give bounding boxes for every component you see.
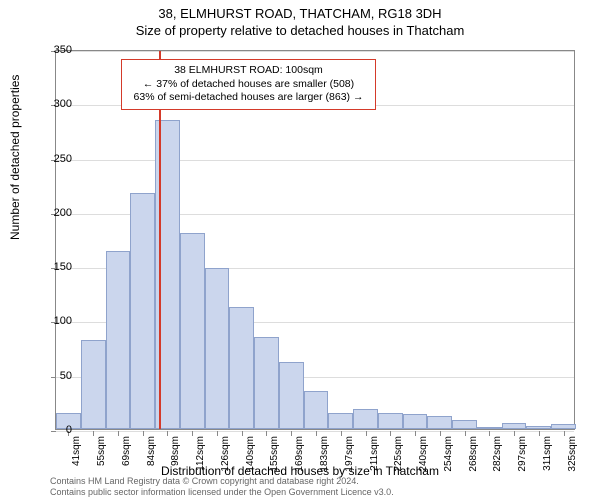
- ytick-label: 250: [42, 153, 72, 165]
- ytick-label: 300: [42, 98, 72, 110]
- grid-line: [56, 160, 574, 161]
- xtick-label: 225sqm: [393, 436, 404, 472]
- xtick-mark: [316, 431, 317, 436]
- xtick-label: 155sqm: [269, 436, 280, 472]
- xtick-label: 55sqm: [96, 436, 107, 466]
- plot-region: 38 ELMHURST ROAD: 100sqm← 37% of detache…: [55, 50, 575, 430]
- histogram-bar: [328, 413, 353, 429]
- histogram-bar: [378, 413, 403, 429]
- footer-line1: Contains HM Land Registry data © Crown c…: [50, 476, 394, 487]
- xtick-label: 282sqm: [492, 436, 503, 472]
- footer-attribution: Contains HM Land Registry data © Crown c…: [50, 476, 394, 498]
- xtick-label: 211sqm: [369, 436, 380, 471]
- xtick-label: 183sqm: [319, 436, 330, 472]
- histogram-bar: [106, 251, 131, 429]
- annotation-line: 63% of semi-detached houses are larger (…: [130, 91, 367, 105]
- grid-line: [56, 431, 574, 432]
- xtick-label: 112sqm: [195, 436, 206, 471]
- xtick-label: 140sqm: [245, 436, 256, 472]
- histogram-bar: [81, 340, 106, 429]
- xtick-label: 197sqm: [344, 436, 355, 472]
- xtick-mark: [291, 431, 292, 436]
- xtick-label: 254sqm: [443, 436, 454, 472]
- annotation-line: 38 ELMHURST ROAD: 100sqm: [130, 64, 367, 78]
- xtick-mark: [118, 431, 119, 436]
- xtick-label: 126sqm: [220, 436, 231, 472]
- xtick-mark: [366, 431, 367, 436]
- xtick-mark: [489, 431, 490, 436]
- xtick-label: 84sqm: [146, 436, 157, 466]
- histogram-bar: [254, 337, 279, 429]
- xtick-mark: [266, 431, 267, 436]
- xtick-mark: [192, 431, 193, 436]
- annotation-line: ← 37% of detached houses are smaller (50…: [130, 78, 367, 92]
- histogram-bar: [304, 391, 329, 429]
- xtick-label: 268sqm: [468, 436, 479, 472]
- histogram-bar: [477, 427, 502, 429]
- histogram-bar: [180, 233, 205, 430]
- xtick-mark: [167, 431, 168, 436]
- ytick-label: 350: [42, 44, 72, 56]
- y-axis-label: Number of detached properties: [8, 75, 22, 240]
- histogram-bar: [551, 424, 576, 429]
- ytick-label: 150: [42, 261, 72, 273]
- histogram-bar: [427, 416, 452, 429]
- xtick-mark: [341, 431, 342, 436]
- ytick-label: 200: [42, 207, 72, 219]
- xtick-mark: [564, 431, 565, 436]
- histogram-bar: [130, 193, 155, 429]
- xtick-label: 169sqm: [294, 436, 305, 472]
- grid-line: [56, 51, 574, 52]
- xtick-label: 297sqm: [517, 436, 528, 472]
- xtick-mark: [143, 431, 144, 436]
- footer-line2: Contains public sector information licen…: [50, 487, 394, 498]
- ytick-label: 50: [42, 370, 72, 382]
- histogram-bar: [205, 268, 230, 429]
- histogram-bar: [403, 414, 428, 429]
- xtick-mark: [514, 431, 515, 436]
- chart-title: 38, ELMHURST ROAD, THATCHAM, RG18 3DH: [0, 0, 600, 21]
- xtick-mark: [440, 431, 441, 436]
- xtick-label: 98sqm: [170, 436, 181, 466]
- histogram-bar: [452, 420, 477, 429]
- chart-subtitle: Size of property relative to detached ho…: [0, 21, 600, 38]
- ytick-label: 0: [42, 424, 72, 436]
- xtick-label: 311sqm: [542, 436, 553, 471]
- xtick-mark: [217, 431, 218, 436]
- histogram-bar: [526, 426, 551, 429]
- histogram-bar: [279, 362, 304, 429]
- histogram-bar: [353, 409, 378, 429]
- xtick-mark: [93, 431, 94, 436]
- xtick-mark: [390, 431, 391, 436]
- ytick-label: 100: [42, 315, 72, 327]
- chart-area: 38 ELMHURST ROAD: 100sqm← 37% of detache…: [55, 50, 575, 430]
- xtick-label: 41sqm: [71, 436, 82, 466]
- xtick-mark: [242, 431, 243, 436]
- xtick-mark: [465, 431, 466, 436]
- annotation-box: 38 ELMHURST ROAD: 100sqm← 37% of detache…: [121, 59, 376, 110]
- xtick-label: 325sqm: [567, 436, 578, 472]
- xtick-mark: [539, 431, 540, 436]
- xtick-label: 240sqm: [418, 436, 429, 472]
- histogram-bar: [229, 307, 254, 429]
- xtick-label: 69sqm: [121, 436, 132, 466]
- xtick-mark: [415, 431, 416, 436]
- histogram-bar: [502, 423, 527, 430]
